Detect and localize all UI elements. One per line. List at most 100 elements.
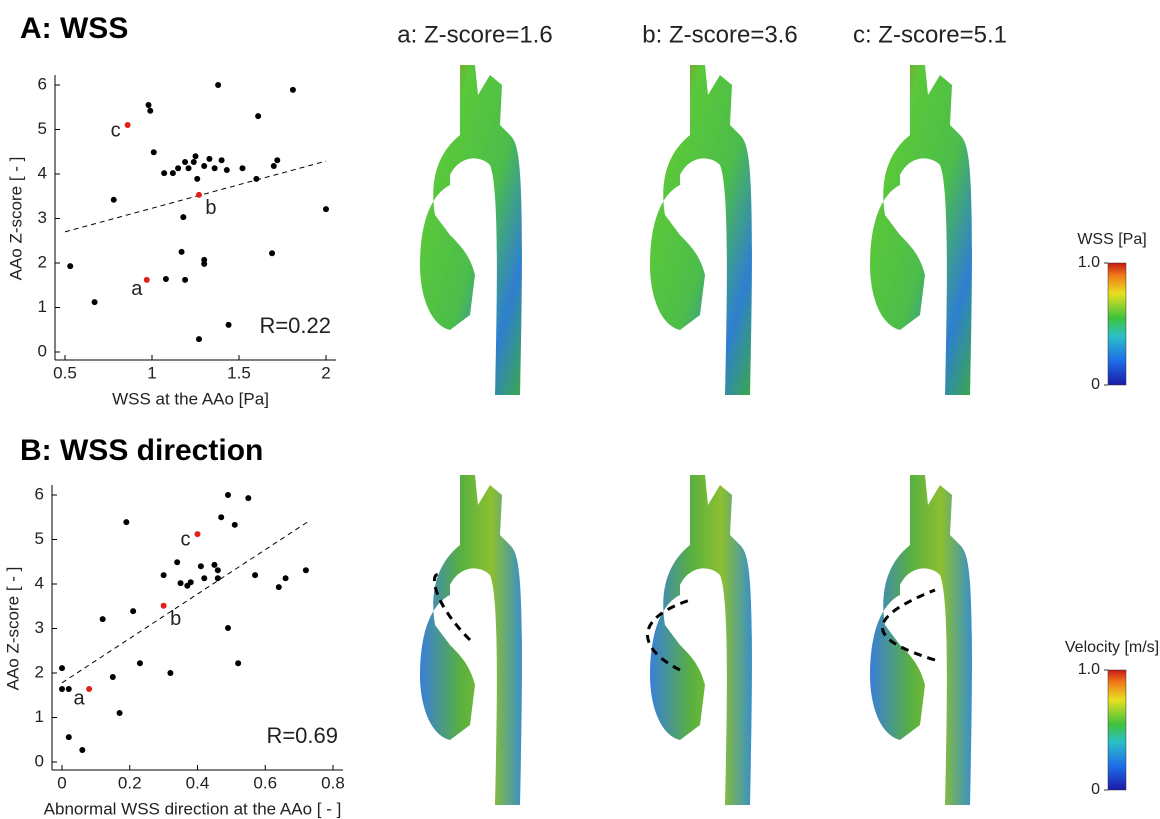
x-tick-label: 1.5: [227, 363, 251, 382]
y-tick-label: 0: [38, 341, 47, 360]
y-tick-label: 3: [38, 208, 47, 227]
data-point: [130, 608, 136, 614]
data-point: [123, 519, 129, 525]
colorbar-tick-label: 0: [1091, 781, 1100, 798]
data-point: [219, 157, 225, 163]
x-axis-label: WSS at the AAo [Pa]: [112, 389, 269, 408]
y-tick-label: 5: [38, 119, 47, 138]
data-point: [170, 170, 176, 176]
data-point: [194, 176, 200, 182]
y-axis-label: AAo Z-score [ - ]: [3, 567, 22, 691]
data-point: [235, 660, 241, 666]
highlighted-point: [161, 603, 167, 609]
figure: A: WSS 0 1 2 3 4 5 6 0.5 1 1.5 2 WSS at the AAo [Pa]…: [0, 0, 1160, 819]
colorbar: [1108, 263, 1126, 385]
velocity-rendering: [870, 475, 972, 805]
data-point: [283, 575, 289, 581]
data-point: [79, 747, 85, 753]
x-axis-label: Abnormal WSS direction at the AAo [ - ]: [44, 799, 342, 818]
data-point: [67, 263, 73, 269]
data-point: [167, 670, 173, 676]
x-tick-label: 0.8: [321, 773, 345, 792]
chart-title: B: WSS direction: [20, 434, 263, 467]
highlighted-point: [144, 277, 150, 283]
data-point: [201, 575, 207, 581]
x-tick-label: 1: [147, 363, 156, 382]
data-point: [323, 206, 329, 212]
highlighted-point: [196, 192, 202, 198]
y-tick-label: 1: [38, 297, 47, 316]
data-point: [66, 686, 72, 692]
highlighted-point: [195, 531, 201, 537]
data-point: [193, 153, 199, 159]
y-tick-label: 2: [38, 252, 47, 271]
data-point: [271, 163, 277, 169]
colorbar-tick-label: 1.0: [1078, 254, 1100, 271]
data-point: [66, 734, 72, 740]
data-point: [232, 522, 238, 528]
point-label: b: [170, 608, 181, 630]
aorta-renderings: [420, 65, 1126, 805]
data-point: [147, 108, 153, 114]
data-point: [137, 660, 143, 666]
data-point: [191, 159, 197, 165]
highlighted-point: [86, 686, 92, 692]
wss-rendering: [420, 65, 522, 395]
colorbar-title: Velocity [m/s]: [1065, 639, 1159, 656]
data-point: [161, 572, 167, 578]
wss-rendering: [870, 65, 972, 395]
data-point: [201, 261, 207, 267]
correlation: R=0.22: [259, 313, 331, 338]
y-tick-label: 4: [35, 573, 44, 592]
data-point: [178, 580, 184, 586]
point-label: b: [205, 197, 216, 219]
data-point: [215, 567, 221, 573]
y-tick-label: 5: [35, 529, 44, 548]
data-point: [59, 665, 65, 671]
point-label: c: [111, 119, 121, 141]
data-point: [215, 575, 221, 581]
data-point: [211, 562, 217, 568]
y-tick-label: 0: [35, 751, 44, 770]
colorbar-tick-label: 1.0: [1078, 661, 1100, 678]
data-point: [196, 336, 202, 342]
rendering-label: c: Z-score=5.1: [853, 21, 1007, 48]
data-point: [290, 87, 296, 93]
y-tick-label: 3: [35, 618, 44, 637]
data-point: [111, 197, 117, 203]
data-point: [276, 584, 282, 590]
correlation: R=0.69: [266, 723, 338, 748]
data-point: [174, 559, 180, 565]
y-axis-label: AAo Z-score [ - ]: [6, 157, 25, 281]
data-point: [224, 167, 230, 173]
data-point: [225, 492, 231, 498]
chart-title: A: WSS: [20, 12, 128, 45]
highlighted-point: [125, 122, 131, 128]
data-point: [175, 165, 181, 171]
data-point: [239, 165, 245, 171]
x-tick-label: 0.2: [118, 773, 142, 792]
y-tick-label: 1: [35, 707, 44, 726]
colorbar-tick-label: 0: [1091, 376, 1100, 393]
point-label: c: [181, 528, 191, 550]
data-point: [215, 82, 221, 88]
data-point: [245, 495, 251, 501]
data-point: [146, 102, 152, 108]
point-label: a: [131, 278, 143, 300]
rendering-label: a: Z-score=1.6: [397, 21, 552, 48]
data-point: [226, 322, 232, 328]
x-tick-label: 2: [321, 363, 330, 382]
data-point: [161, 170, 167, 176]
data-point: [163, 276, 169, 282]
data-point: [110, 674, 116, 680]
y-tick-label: 6: [35, 484, 44, 503]
colorbar: [1108, 670, 1126, 790]
data-point: [182, 277, 188, 283]
data-point: [186, 165, 192, 171]
x-tick-label: 0.5: [53, 363, 77, 382]
data-point: [212, 165, 218, 171]
velocity-rendering: [420, 475, 522, 805]
point-label: a: [74, 687, 86, 709]
y-tick-label: 2: [35, 662, 44, 681]
data-point: [182, 159, 188, 165]
